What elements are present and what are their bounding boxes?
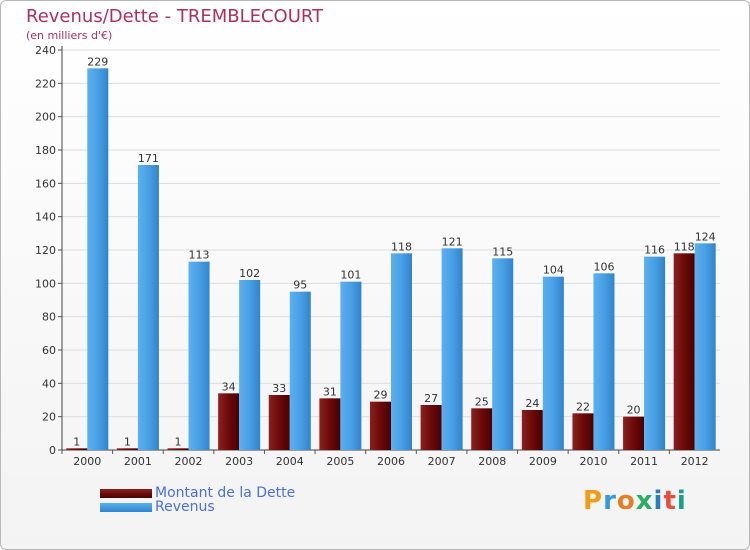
chart-subtitle: (en milliers d'€) — [26, 29, 113, 42]
bar-revenus — [644, 256, 666, 450]
data-label-revenus: 95 — [293, 279, 307, 292]
x-tick-label: 2011 — [630, 455, 658, 468]
x-tick-label: 2000 — [73, 455, 101, 468]
y-tick-label: 220 — [35, 77, 56, 90]
data-label-dette: 24 — [525, 397, 539, 410]
data-label-dette: 29 — [374, 389, 388, 402]
bar-dette — [673, 253, 695, 450]
data-label-dette: 31 — [323, 385, 337, 398]
bar-revenus — [340, 281, 362, 450]
x-tick-label: 2010 — [579, 455, 607, 468]
bar-revenus — [492, 258, 514, 450]
legend-label-dette: Montant de la Dette — [155, 485, 296, 501]
x-tick-label: 2009 — [529, 455, 557, 468]
legend-swatch-revenus — [100, 503, 152, 512]
data-label-revenus: 118 — [391, 240, 412, 253]
data-label-dette: 33 — [272, 382, 286, 395]
bar-revenus — [391, 253, 412, 450]
bar-dette — [471, 408, 493, 450]
x-tick-label: 2001 — [124, 455, 152, 468]
bar-dette — [521, 410, 543, 450]
y-tick-label: 240 — [35, 44, 56, 57]
bar-revenus — [593, 273, 615, 450]
logo-letter: P — [583, 486, 604, 516]
bar-dette — [420, 405, 442, 450]
data-label-dette: 1 — [124, 435, 131, 448]
x-tick-label: 2007 — [428, 455, 456, 468]
bar-dette — [167, 448, 189, 450]
y-tick-label: 40 — [42, 377, 56, 390]
x-tick-label: 2006 — [377, 455, 405, 468]
chart-title: Revenus/Dette - TREMBLECOURT — [26, 6, 324, 27]
data-label-revenus: 116 — [644, 244, 665, 257]
data-label-dette: 118 — [674, 240, 695, 253]
bar-revenus — [441, 248, 463, 450]
bar-dette — [66, 448, 88, 450]
y-tick-label: 160 — [35, 177, 56, 190]
data-label-revenus: 104 — [543, 264, 564, 277]
data-label-dette: 22 — [576, 400, 590, 413]
logo-letter: r — [603, 486, 617, 516]
bar-revenus — [289, 291, 311, 450]
data-label-revenus: 124 — [695, 230, 716, 243]
x-tick-label: 2008 — [478, 455, 506, 468]
x-tick-label: 2005 — [326, 455, 354, 468]
proxiti-logo: Proxiti — [583, 486, 687, 516]
logo-letter: o — [616, 486, 636, 516]
legend-label-revenus: Revenus — [155, 499, 215, 515]
legend-swatch-dette — [100, 489, 152, 498]
bar-revenus — [694, 243, 716, 450]
y-tick-label: 0 — [49, 444, 56, 457]
bar-dette — [572, 413, 594, 450]
y-tick-label: 180 — [35, 144, 56, 157]
bar-revenus — [188, 261, 210, 450]
data-label-revenus: 121 — [442, 235, 463, 248]
y-tick-label: 20 — [42, 411, 56, 424]
data-label-revenus: 106 — [593, 260, 614, 273]
x-tick-label: 2002 — [175, 455, 203, 468]
bar-dette — [116, 448, 138, 450]
logo-letter: t — [663, 486, 677, 516]
y-tick-label: 140 — [35, 211, 56, 224]
x-tick-label: 2004 — [276, 455, 304, 468]
y-tick-label: 100 — [35, 277, 56, 290]
logo-letter: i — [653, 486, 664, 516]
bar-revenus — [542, 276, 564, 450]
data-label-dette: 20 — [627, 404, 641, 417]
data-label-dette: 34 — [222, 380, 236, 393]
bar-dette — [623, 416, 645, 450]
bar-revenus — [239, 280, 261, 450]
logo-letter: x — [635, 486, 654, 516]
data-label-revenus: 115 — [492, 245, 513, 258]
data-label-revenus: 101 — [340, 269, 361, 282]
bar-revenus — [87, 68, 109, 450]
data-label-revenus: 229 — [87, 55, 108, 68]
bar-dette — [268, 395, 290, 450]
data-label-revenus: 113 — [189, 249, 210, 262]
y-tick-label: 120 — [35, 244, 56, 257]
bar-revenus — [137, 165, 159, 450]
x-tick-label: 2003 — [225, 455, 253, 468]
data-label-revenus: 102 — [239, 267, 260, 280]
logo-letter: i — [676, 486, 687, 516]
x-tick-label: 2012 — [681, 455, 709, 468]
y-tick-label: 80 — [42, 311, 56, 324]
data-label-dette: 25 — [475, 395, 489, 408]
y-tick-label: 200 — [35, 111, 56, 124]
data-label-dette: 27 — [424, 392, 438, 405]
y-tick-label: 60 — [42, 344, 56, 357]
data-label-dette: 1 — [175, 435, 182, 448]
data-label-dette: 1 — [73, 435, 80, 448]
bar-dette — [370, 401, 391, 450]
bar-dette — [218, 393, 240, 450]
bar-dette — [319, 398, 341, 450]
data-label-revenus: 171 — [138, 152, 159, 165]
